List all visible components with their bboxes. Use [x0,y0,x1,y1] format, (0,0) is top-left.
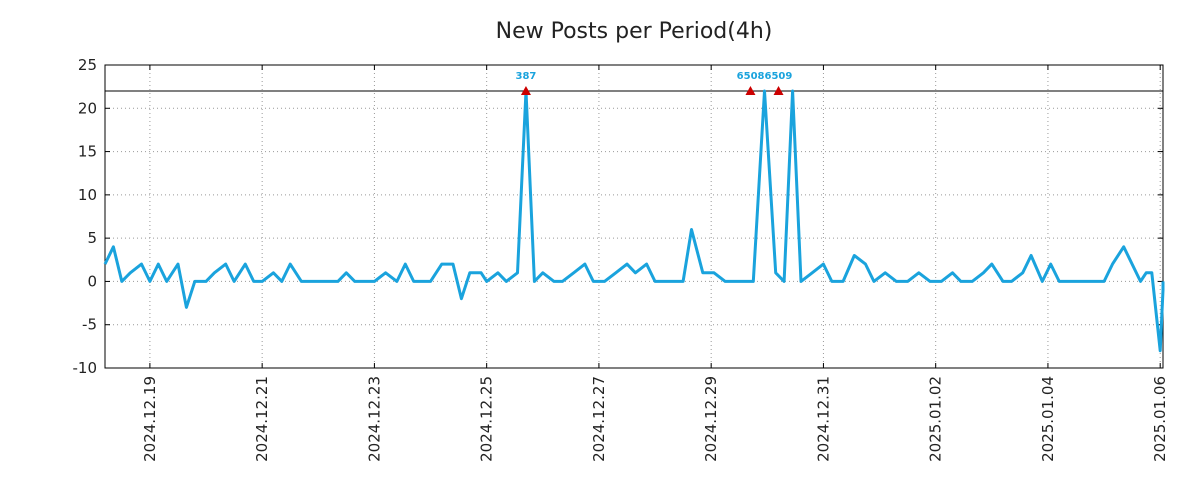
series-lines [103,89,1165,353]
x-tick-label: 2025.01.02 [927,376,945,462]
peak-marker [745,85,756,95]
y-tick-labels: 25 20 15 10 5 0 -5 -10 [73,56,98,377]
plot-frame [104,64,1164,369]
y-tick-label: 15 [78,143,97,161]
peak-marker [773,85,784,95]
chart-title: New Posts per Period(4h) [496,19,773,44]
peak-annotations: 387 65086509 [516,71,793,82]
peak-label: 387 [516,71,537,82]
y-tick-label: 20 [78,99,97,117]
x-tick-label: 2024.12.25 [478,376,496,462]
x-tick-label: 2025.01.04 [1039,376,1057,462]
peak-label: 65086509 [737,71,793,82]
x-tick-label: 2024.12.27 [590,376,608,462]
peak-marker [520,85,531,95]
x-tick-label: 2024.12.19 [141,376,159,462]
axes [104,64,1164,369]
x-tick-label: 2024.12.23 [365,376,383,462]
y-tick-label: 5 [87,229,97,247]
x-tick-label: 2024.12.31 [814,376,832,462]
series-line [103,89,1165,353]
x-tick-label: 2025.01.06 [1151,376,1169,462]
y-tick-label: -5 [82,316,97,334]
y-tick-label: 0 [87,272,97,290]
x-tick-label: 2024.12.29 [702,376,720,462]
peak-markers [520,85,784,95]
x-tick-label: 2024.12.21 [253,376,271,462]
y-tick-label: -10 [73,359,98,377]
x-tick-labels: 2024.12.19 2024.12.21 2024.12.23 2024.12.25… [141,376,1169,462]
y-tick-label: 25 [78,56,97,74]
y-tick-label: 10 [78,186,97,204]
grid-lines [105,65,1163,368]
